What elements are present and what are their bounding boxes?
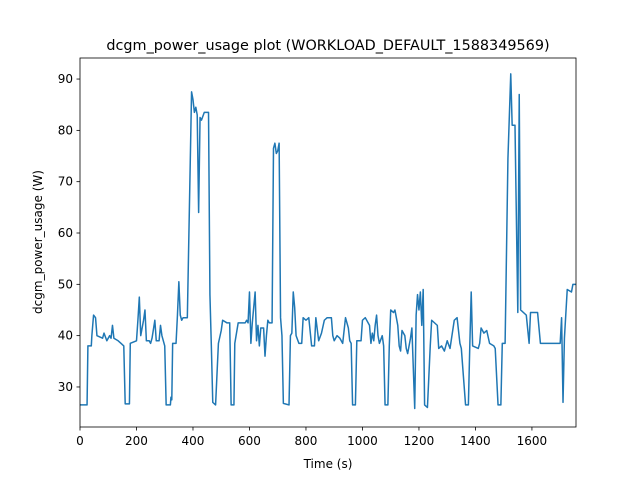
x-axis-label: Time (s) [303, 457, 353, 471]
plot-frame [79, 57, 577, 428]
x-tick-label: 200 [125, 434, 148, 448]
y-tick-label: 80 [58, 123, 73, 137]
x-tick-label: 1600 [517, 434, 548, 448]
x-tick-label: 1000 [347, 434, 378, 448]
y-tick-label: 40 [58, 329, 73, 343]
y-tick-label: 60 [58, 226, 73, 240]
x-tick-label: 1200 [404, 434, 435, 448]
x-tick-label: 400 [182, 434, 205, 448]
chart-title: dcgm_power_usage plot (WORKLOAD_DEFAULT_… [106, 38, 549, 54]
y-tick-label: 50 [58, 277, 73, 291]
y-axis-label: dcgm_power_usage (W) [31, 170, 45, 314]
x-tick-label: 800 [295, 434, 318, 448]
data-line [80, 73, 576, 410]
y-tick-label: 90 [58, 72, 73, 86]
x-tick-label: 600 [238, 434, 261, 448]
x-tick-label: 1400 [460, 434, 491, 448]
y-tick-label: 30 [58, 380, 73, 394]
y-tick-label: 70 [58, 175, 73, 189]
x-tick-label: 0 [76, 434, 84, 448]
